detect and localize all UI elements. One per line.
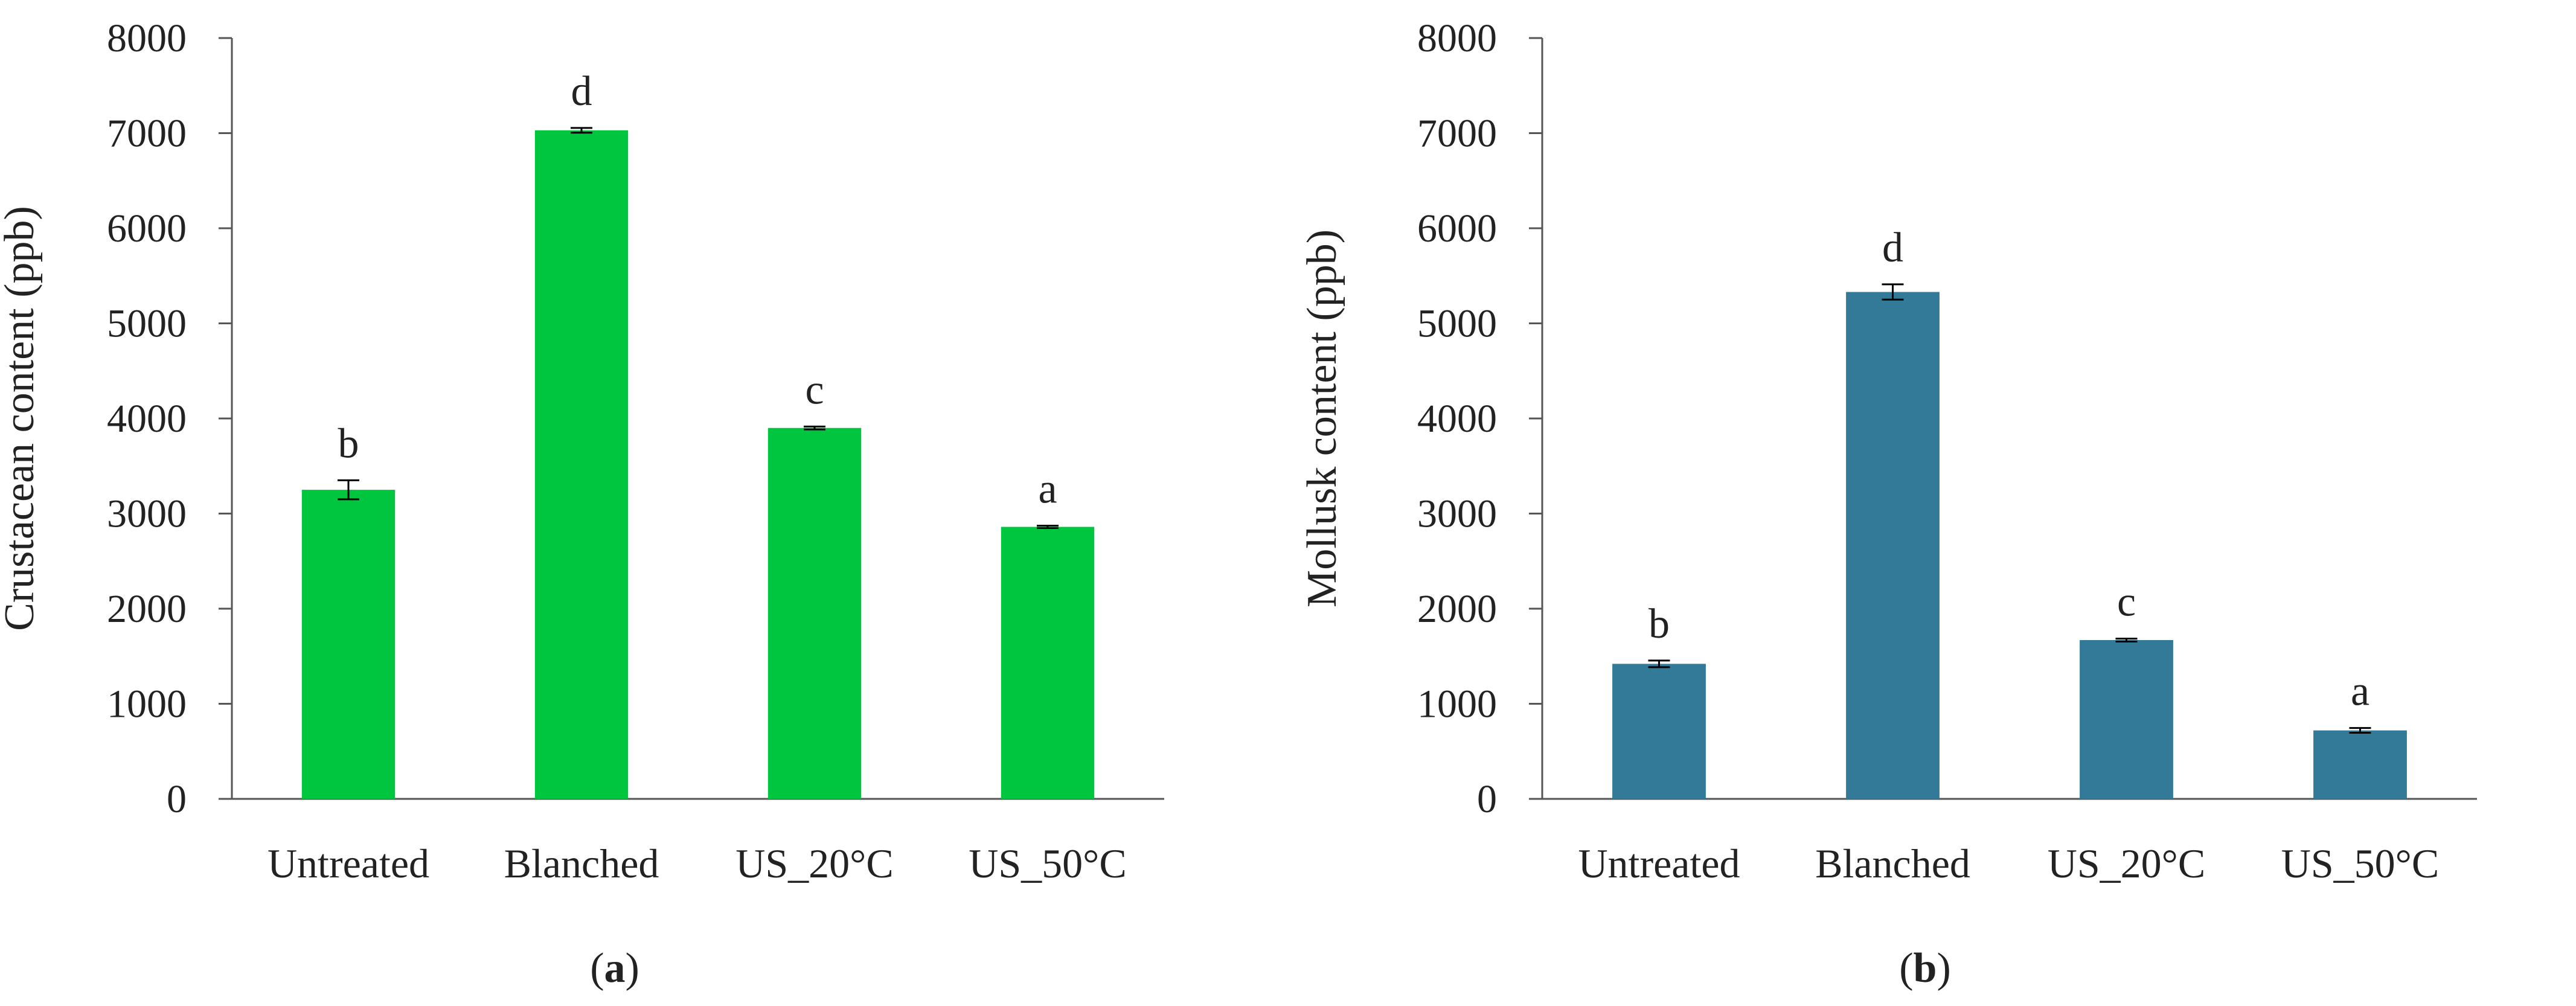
chart-panel-a: 0 1000 2000 3000 4000 5000 6000 7000 8000 Crustac… <box>0 16 1164 992</box>
error-bar <box>1882 283 1904 301</box>
x-tick-label: US_20°C <box>735 841 893 886</box>
bar <box>767 428 862 799</box>
error-bar <box>1648 659 1670 668</box>
x-tick-label: US_20°C <box>2048 841 2205 886</box>
bar <box>301 490 396 799</box>
y-tick-label: 8000 <box>107 16 187 60</box>
bar <box>534 130 629 799</box>
y-tick-label: 7000 <box>1417 112 1497 156</box>
y-axis-title: Mollusk content (ppb) <box>1299 229 1345 607</box>
significance-label: b <box>1648 601 1670 647</box>
panel-caption: (a) <box>590 945 639 992</box>
significance-label: d <box>1882 225 1903 271</box>
bar <box>2080 639 2173 799</box>
x-tick-label: US_50°C <box>969 841 1126 886</box>
significance-label: a <box>1038 466 1057 513</box>
y-tick-label: 3000 <box>1417 492 1497 536</box>
y-tick-label: 2000 <box>1417 587 1497 631</box>
y-axis-title: Crustacean content (ppb) <box>0 206 43 631</box>
significance-label: a <box>2351 668 2369 715</box>
error-bar <box>338 479 359 501</box>
panel-caption: (b) <box>1899 945 1951 992</box>
bar <box>2313 730 2407 799</box>
bar <box>1846 292 1940 799</box>
y-tick-label: 7000 <box>107 112 187 156</box>
significance-label: b <box>338 420 359 467</box>
y-tick-label: 0 <box>1477 777 1497 821</box>
x-tick-label: Blanched <box>504 841 659 886</box>
y-tick-label: 5000 <box>107 302 187 346</box>
y-tick-label: 3000 <box>107 492 187 536</box>
significance-label: c <box>805 367 824 413</box>
x-tick-label: Blanched <box>1815 841 1970 886</box>
y-tick-label: 5000 <box>1417 302 1497 346</box>
bar <box>1612 664 1706 799</box>
x-tick-label: US_50°C <box>2281 841 2439 886</box>
significance-label: c <box>2117 579 2136 626</box>
y-tick-label: 4000 <box>1417 397 1497 441</box>
y-tick-label: 0 <box>167 777 187 821</box>
y-tick-label: 8000 <box>1417 16 1497 60</box>
significance-label: d <box>571 68 592 115</box>
y-tick-label: 4000 <box>107 397 187 441</box>
error-bar <box>2115 638 2138 642</box>
y-tick-label: 6000 <box>107 207 187 251</box>
y-tick-label: 1000 <box>1417 682 1497 726</box>
error-bar <box>571 127 592 134</box>
y-tick-label: 1000 <box>107 682 187 726</box>
x-tick-label: Untreated <box>268 841 429 886</box>
y-tick-label: 2000 <box>107 587 187 631</box>
error-bar <box>2349 727 2371 734</box>
chart-panel-b: 0 1000 2000 3000 4000 5000 6000 7000 8000 Mollusk… <box>1299 16 2477 992</box>
error-bar <box>1037 525 1059 529</box>
error-bar <box>804 425 825 431</box>
y-tick-label: 6000 <box>1417 207 1497 251</box>
x-tick-label: Untreated <box>1578 841 1740 886</box>
bar <box>1001 527 1095 799</box>
